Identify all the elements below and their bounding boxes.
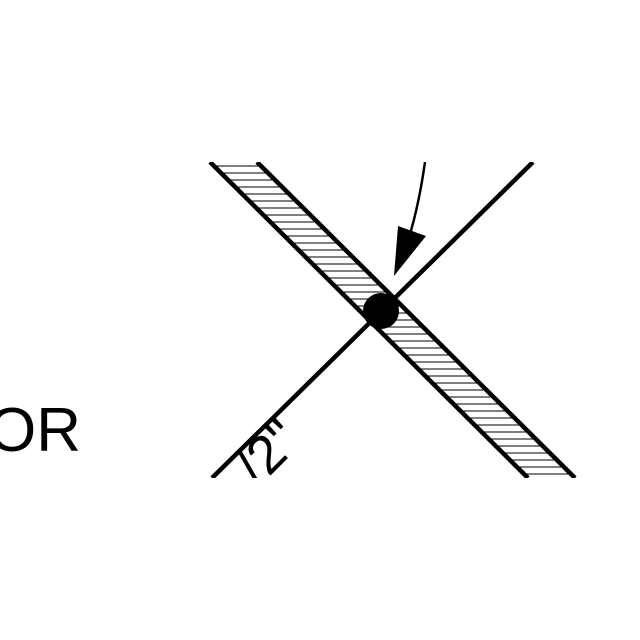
leader-arrow [394, 161, 427, 276]
bottom-margin [0, 478, 640, 640]
top-margin [0, 0, 640, 162]
intersection-point [363, 293, 399, 329]
strip-upper-edge [255, 160, 577, 480]
arrowhead-icon [394, 226, 426, 276]
side-label: OR [0, 396, 81, 465]
